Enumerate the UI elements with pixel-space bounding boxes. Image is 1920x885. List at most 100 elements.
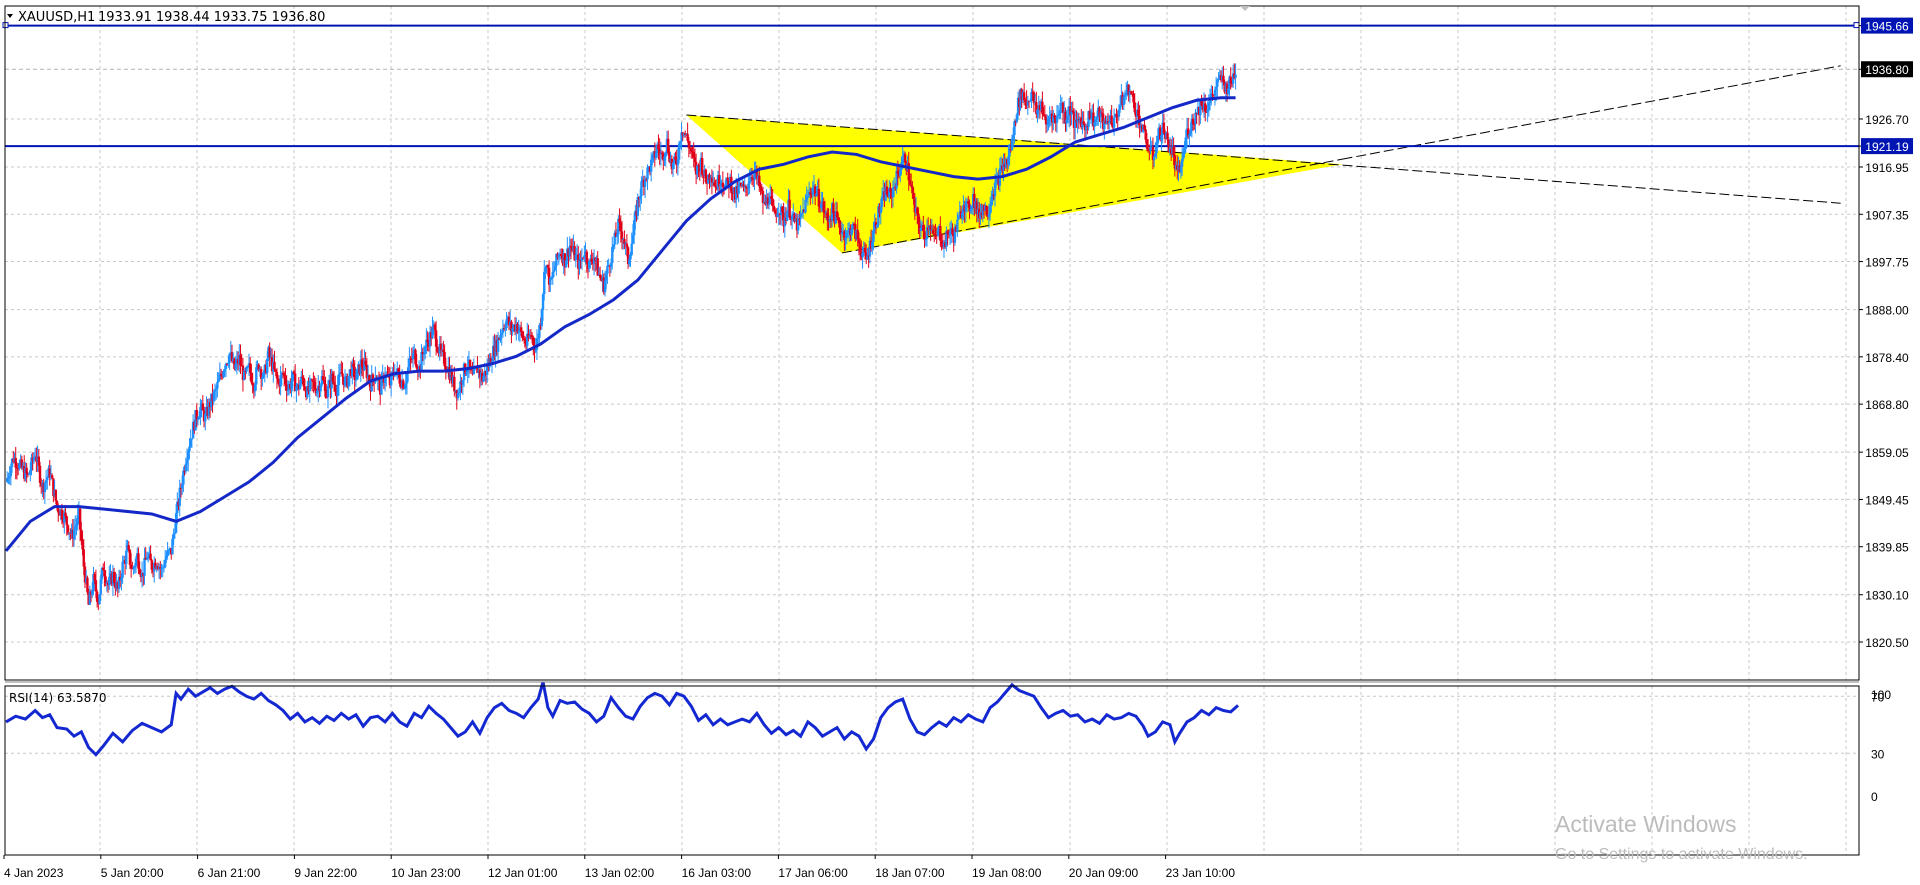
price-label-box — [1861, 61, 1913, 78]
candle — [607, 258, 610, 267]
candle — [612, 244, 615, 252]
candle — [947, 229, 951, 239]
candle — [416, 365, 420, 381]
candle — [1047, 115, 1050, 131]
candle — [1106, 113, 1110, 130]
candle — [1165, 131, 1168, 140]
candle — [267, 345, 270, 362]
symmetrical-triangle-pattern[interactable] — [686, 115, 1343, 253]
candle — [772, 199, 776, 213]
candle — [803, 209, 806, 213]
candle — [1050, 106, 1054, 133]
candle — [174, 504, 178, 534]
candle — [691, 146, 694, 159]
trendline-extension-2[interactable] — [1342, 65, 1841, 160]
candle — [207, 398, 211, 421]
candle — [1134, 111, 1138, 128]
candle — [227, 355, 230, 368]
candle — [651, 153, 654, 166]
price-tick-label: 1868.80 — [1865, 398, 1909, 412]
candle — [619, 215, 622, 243]
candle — [646, 164, 649, 191]
dropdown-triangle-icon[interactable] — [7, 14, 13, 18]
candle — [38, 461, 42, 488]
candle — [886, 188, 890, 199]
candle — [212, 389, 215, 406]
candle — [314, 377, 318, 397]
candle — [556, 252, 559, 260]
candle — [615, 229, 619, 245]
candle — [782, 202, 785, 233]
candle — [273, 350, 276, 372]
hline-handle-right[interactable] — [1853, 22, 1860, 29]
candle — [884, 181, 887, 202]
candle — [1205, 105, 1208, 113]
candle — [1149, 136, 1152, 155]
candle — [112, 567, 116, 587]
candle — [973, 187, 976, 217]
candle — [1188, 133, 1191, 147]
candle — [218, 362, 222, 381]
candle — [1125, 82, 1128, 101]
candle — [890, 188, 893, 209]
candle — [1110, 105, 1113, 127]
horizontal-levels[interactable] — [2, 22, 1860, 148]
price-axis[interactable]: 1945.66 1936.80 1926.70 1921.19 1916.95 1907.… — [1859, 17, 1913, 650]
shift-marker-icon[interactable] — [1240, 6, 1250, 11]
candle — [211, 383, 214, 413]
candle — [1095, 110, 1099, 126]
candle — [108, 565, 111, 591]
candle — [1089, 108, 1093, 124]
candle — [845, 229, 848, 245]
candle — [1177, 156, 1180, 182]
candle — [342, 376, 345, 393]
candle — [756, 172, 760, 186]
time-axis[interactable]: 4 Jan 2023 5 Jan 20:00 6 Jan 21:00 9 Jan 22… — [3, 855, 1236, 880]
candle — [71, 519, 75, 547]
candle — [602, 273, 605, 295]
candle — [476, 355, 479, 374]
candle — [703, 164, 706, 179]
candle — [1228, 75, 1231, 96]
candle — [331, 370, 335, 385]
candle — [50, 473, 54, 479]
candle — [560, 248, 563, 259]
candle — [839, 220, 842, 242]
candle — [698, 160, 701, 181]
candle — [63, 508, 66, 534]
candle — [358, 364, 361, 376]
candle — [882, 180, 885, 198]
candle — [208, 398, 212, 419]
candle — [259, 366, 263, 391]
candle — [173, 523, 177, 539]
candle — [253, 380, 257, 397]
candle — [229, 340, 232, 359]
candle — [620, 221, 624, 250]
candle — [895, 164, 898, 194]
candle — [840, 221, 844, 243]
time-tick-label: 23 Jan 10:00 — [1166, 866, 1236, 880]
candle — [551, 262, 554, 285]
time-tick-label: 9 Jan 22:00 — [294, 866, 357, 880]
candle — [49, 465, 53, 481]
candle — [1087, 110, 1090, 131]
candle — [332, 371, 336, 392]
candle — [778, 213, 782, 225]
candle — [349, 361, 353, 379]
price-label-highlight: 1921.19 — [1865, 140, 1909, 154]
candle — [519, 321, 523, 337]
candle — [225, 362, 229, 366]
candle — [545, 264, 548, 275]
candle — [629, 251, 632, 268]
candle — [608, 264, 612, 277]
price-tick-label: 1907.35 — [1865, 208, 1909, 222]
candle — [986, 206, 989, 221]
candle — [1091, 104, 1094, 127]
time-tick-label: 12 Jan 01:00 — [488, 866, 558, 880]
candle — [580, 248, 584, 270]
candle — [1021, 89, 1025, 104]
candle — [540, 308, 544, 330]
candle — [720, 179, 723, 196]
candle — [106, 580, 110, 593]
